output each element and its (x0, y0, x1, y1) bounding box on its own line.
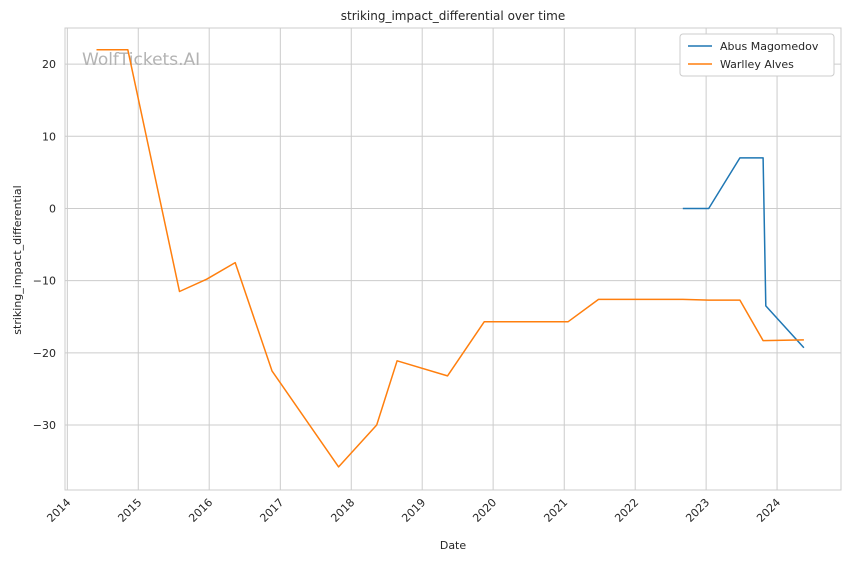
legend-label: Warlley Alves (720, 58, 794, 71)
x-tick-label: 2023 (683, 496, 712, 525)
y-tick-label: 0 (49, 202, 56, 215)
grid-lines (65, 28, 841, 490)
x-tick-label: 2019 (399, 496, 428, 525)
legend-box (679, 33, 835, 77)
x-tick-label: 2024 (754, 496, 783, 525)
y-tick-label: −30 (33, 419, 56, 432)
y-tick-label: −20 (33, 347, 56, 360)
y-axis-label: striking_impact_differential (11, 185, 24, 334)
chart-title: striking_impact_differential over time (341, 9, 566, 23)
plot-frame (64, 27, 842, 491)
series-lines (96, 48, 805, 468)
y-tick-label: 10 (42, 130, 56, 143)
x-tick-label: 2016 (186, 496, 215, 525)
x-tick-label: 2022 (612, 496, 641, 525)
legend-label: Abus Magomedov (720, 40, 819, 53)
series-line-2 (96, 48, 804, 468)
tick-labels: 20 10 0 −10 −20 −30 2014 2015 2016 2017 2018 2019 20… (33, 58, 783, 525)
series-line-1 (682, 157, 805, 349)
x-tick-label: 2018 (328, 496, 357, 525)
y-tick-label: 20 (42, 58, 56, 71)
watermark: WolfTickets.AI (82, 50, 200, 70)
x-tick-label: 2020 (470, 496, 499, 525)
x-tick-label: 2017 (257, 496, 286, 525)
x-tick-label: 2015 (115, 496, 144, 525)
x-tick-label: 2014 (44, 496, 73, 525)
x-axis-label: Date (440, 539, 467, 552)
x-tick-label: 2021 (541, 496, 570, 525)
legend: Abus Magomedov Warlley Alves (679, 33, 835, 77)
y-tick-label: −10 (33, 275, 56, 288)
